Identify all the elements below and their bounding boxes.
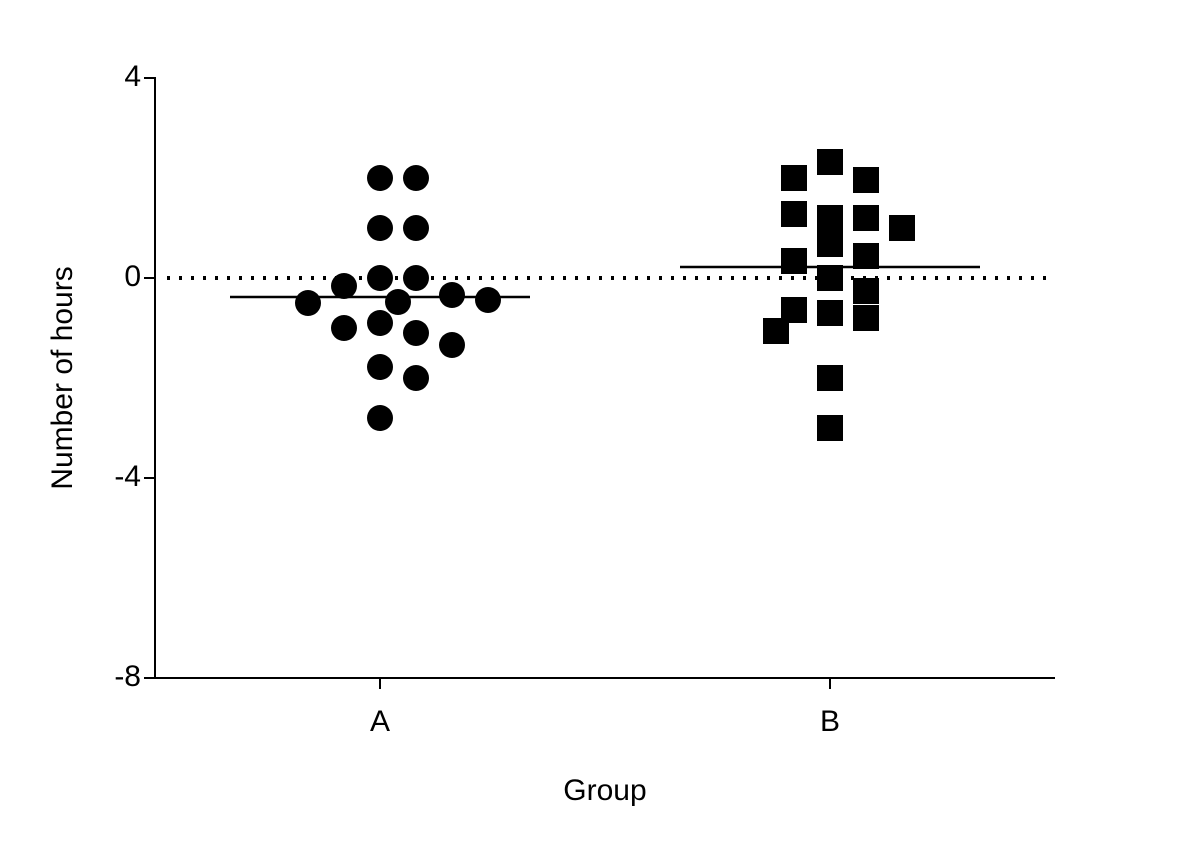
point xyxy=(331,273,357,299)
point xyxy=(817,300,843,326)
point xyxy=(853,278,879,304)
y-tick-label: 0 xyxy=(124,260,141,293)
point xyxy=(781,248,807,274)
point xyxy=(403,365,429,391)
point xyxy=(763,318,789,344)
point xyxy=(781,165,807,191)
point xyxy=(295,290,321,316)
y-tick-label: -8 xyxy=(114,660,141,693)
point xyxy=(817,365,843,391)
point xyxy=(475,287,501,313)
point xyxy=(403,215,429,241)
point xyxy=(817,149,843,175)
point xyxy=(853,305,879,331)
point xyxy=(403,320,429,346)
y-tick-label: -4 xyxy=(114,460,141,493)
point xyxy=(817,415,843,441)
point xyxy=(817,205,843,231)
point xyxy=(439,332,465,358)
point xyxy=(367,215,393,241)
point xyxy=(439,282,465,308)
point xyxy=(889,215,915,241)
point xyxy=(853,243,879,269)
x-tick-label: B xyxy=(820,705,840,738)
point xyxy=(817,265,843,291)
point xyxy=(817,231,843,257)
point xyxy=(367,354,393,380)
point xyxy=(853,167,879,193)
point xyxy=(367,405,393,431)
x-tick-label: A xyxy=(370,705,390,738)
point xyxy=(403,165,429,191)
point xyxy=(367,310,393,336)
point xyxy=(331,315,357,341)
x-axis-label: Group xyxy=(563,774,646,807)
point xyxy=(781,201,807,227)
y-tick-label: 4 xyxy=(124,60,141,93)
point xyxy=(367,265,393,291)
point xyxy=(385,289,411,315)
point xyxy=(403,265,429,291)
y-axis-label: Number of hours xyxy=(46,266,79,489)
point xyxy=(367,165,393,191)
point xyxy=(853,205,879,231)
